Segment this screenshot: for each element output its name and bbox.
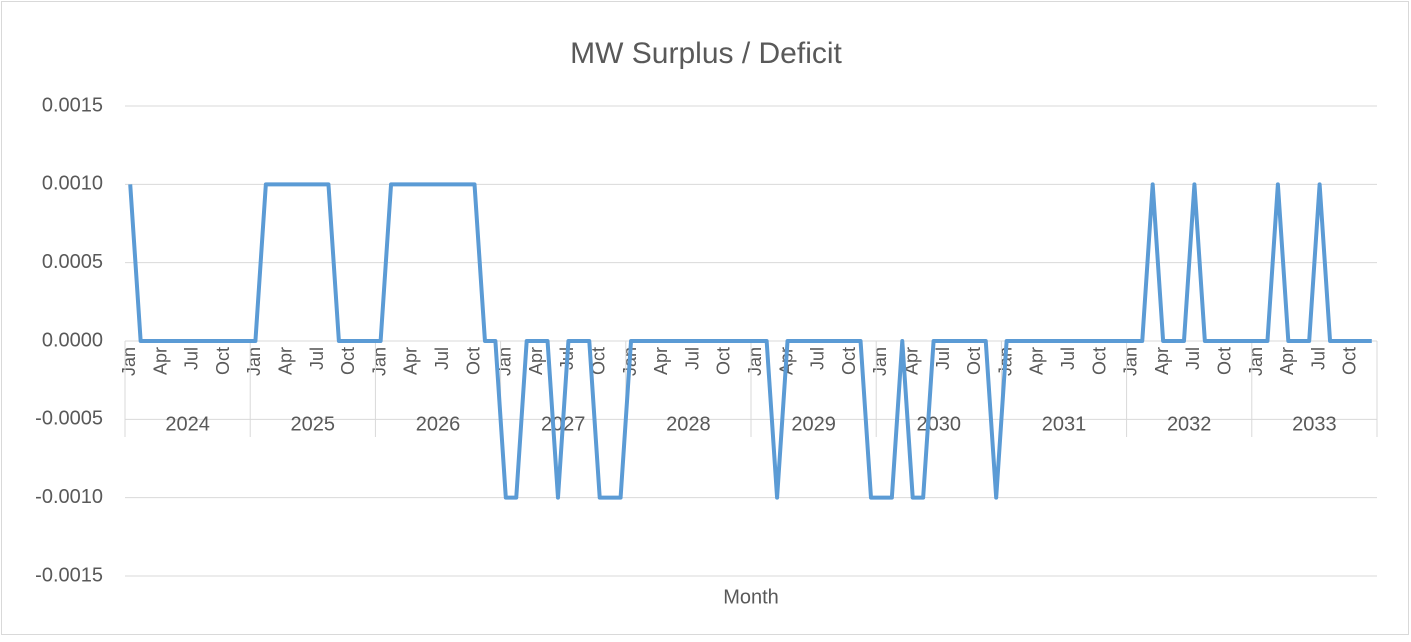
x-tick-label: Apr	[901, 347, 921, 375]
x-tick-label: Jul	[432, 347, 452, 370]
y-tick-label: 0.0015	[42, 94, 103, 116]
x-group-label: 2025	[291, 413, 336, 435]
x-tick-label: Oct	[463, 347, 483, 375]
y-tick-label: 0.0000	[42, 329, 103, 351]
x-tick-label: Apr	[526, 347, 546, 375]
x-tick-label: Oct	[839, 347, 859, 375]
x-tick-label: Apr	[1027, 347, 1047, 375]
x-tick-label: Jul	[808, 347, 828, 370]
x-tick-label: Apr	[401, 347, 421, 375]
x-tick-label: Apr	[1152, 347, 1172, 375]
x-tick-label: Apr	[1277, 347, 1297, 375]
x-tick-label: Oct	[213, 347, 233, 375]
x-tick-label: Jul	[1183, 347, 1203, 370]
x-tick-label: Jul	[933, 347, 953, 370]
x-tick-label: Jul	[182, 347, 202, 370]
x-group-label: 2031	[1042, 413, 1087, 435]
x-tick-label: Apr	[651, 347, 671, 375]
y-tick-label: -0.0005	[35, 408, 103, 430]
x-tick-label: Jan	[870, 347, 890, 376]
x-group-label: 2028	[666, 413, 711, 435]
x-tick-label: Jan	[119, 347, 139, 376]
x-group-label: 2024	[165, 413, 210, 435]
x-tick-label: Jul	[682, 347, 702, 370]
x-tick-label: Oct	[1214, 347, 1234, 375]
x-group-label: 2030	[917, 413, 962, 435]
x-group-label: 2029	[791, 413, 836, 435]
y-tick-label: 0.0010	[42, 173, 103, 195]
x-tick-label: Jan	[745, 347, 765, 376]
y-tick-label: -0.0015	[35, 564, 103, 586]
x-tick-label: Jan	[244, 347, 264, 376]
x-tick-label: Jul	[1058, 347, 1078, 370]
x-tick-label: Oct	[1340, 347, 1360, 375]
x-tick-label: Apr	[150, 347, 170, 375]
x-tick-label: Oct	[1089, 347, 1109, 375]
x-group-label: 2033	[1292, 413, 1337, 435]
x-axis-title: Month	[723, 586, 779, 608]
x-group-label: 2026	[416, 413, 461, 435]
x-tick-label: Jan	[1246, 347, 1266, 376]
y-tick-label: 0.0005	[42, 251, 103, 273]
y-tick-label: -0.0010	[35, 486, 103, 508]
x-tick-label: Jul	[1308, 347, 1328, 370]
x-tick-label: Jan	[369, 347, 389, 376]
x-tick-label: Oct	[964, 347, 984, 375]
x-tick-label: Oct	[338, 347, 358, 375]
x-tick-label: Oct	[588, 347, 608, 375]
x-tick-label: Jan	[1121, 347, 1141, 376]
x-tick-label: Oct	[714, 347, 734, 375]
chart-title: MW Surplus / Deficit	[570, 37, 842, 70]
x-group-label: 2032	[1167, 413, 1212, 435]
data-line	[128, 182, 1372, 500]
x-tick-label: Jul	[307, 347, 327, 370]
x-tick-label: Apr	[275, 347, 295, 375]
x-tick-label: Jan	[495, 347, 515, 376]
